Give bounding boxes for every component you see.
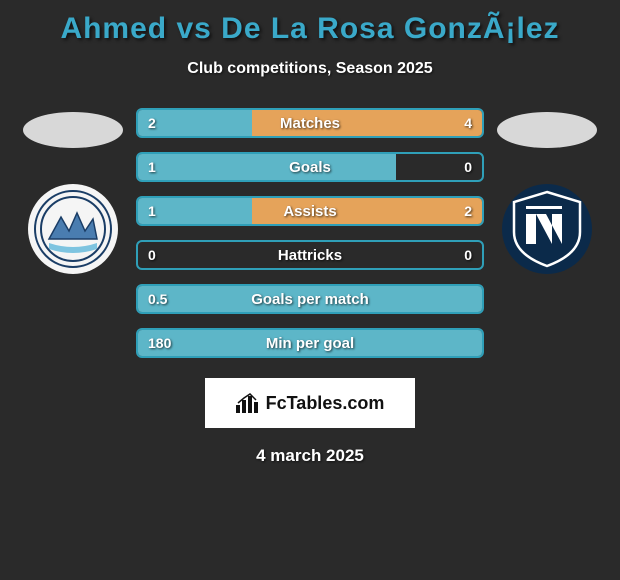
stat-value-right: 4 bbox=[464, 110, 472, 136]
infographic-date: 4 march 2025 bbox=[0, 446, 620, 466]
stat-row: Assists1 2 bbox=[136, 196, 484, 226]
stat-label: Assists bbox=[138, 198, 482, 224]
stat-row: Goals per match0.5 bbox=[136, 284, 484, 314]
comparison-title: Ahmed vs De La Rosa GonzÃ¡lez bbox=[0, 0, 620, 46]
comparison-content: Matches24Goals10Assists12Hattricks00Goal… bbox=[0, 108, 620, 358]
comparison-subtitle: Club competitions, Season 2025 bbox=[0, 60, 620, 78]
stat-row: Hattricks0 0 bbox=[136, 240, 484, 270]
club-badge-left bbox=[28, 184, 118, 274]
stat-value-right: 2 bbox=[464, 198, 472, 224]
stat-row: Min per goal180 bbox=[136, 328, 484, 358]
stat-row: Goals1 0 bbox=[136, 152, 484, 182]
stat-label: Min per goal bbox=[138, 330, 482, 356]
stat-value-left: 1 bbox=[148, 198, 156, 224]
stat-label: Hattricks bbox=[138, 242, 482, 268]
whitecaps-crest-icon bbox=[33, 189, 113, 269]
stat-value-left: 180 bbox=[148, 330, 171, 356]
stat-value-right: 0 bbox=[464, 242, 472, 268]
chart-bars-icon bbox=[236, 393, 260, 413]
player-left-column bbox=[18, 108, 128, 274]
club-badge-right bbox=[502, 184, 592, 274]
brand-text: FcTables.com bbox=[266, 393, 385, 414]
player-left-oval bbox=[23, 112, 123, 148]
stat-value-left: 1 bbox=[148, 154, 156, 180]
stat-value-left: 0 bbox=[148, 242, 156, 268]
player-right-oval bbox=[497, 112, 597, 148]
stat-label: Matches bbox=[138, 110, 482, 136]
stat-row: Matches2 4 bbox=[136, 108, 484, 138]
stats-column: Matches24Goals10Assists12Hattricks00Goal… bbox=[136, 108, 484, 358]
stat-value-right: 0 bbox=[464, 154, 472, 180]
monterrey-crest-icon bbox=[506, 188, 588, 270]
stat-label: Goals bbox=[138, 154, 482, 180]
stat-value-left: 0.5 bbox=[148, 286, 167, 312]
stat-value-left: 2 bbox=[148, 110, 156, 136]
stat-label: Goals per match bbox=[138, 286, 482, 312]
player-right-column bbox=[492, 108, 602, 274]
brand-watermark: FcTables.com bbox=[205, 378, 415, 428]
